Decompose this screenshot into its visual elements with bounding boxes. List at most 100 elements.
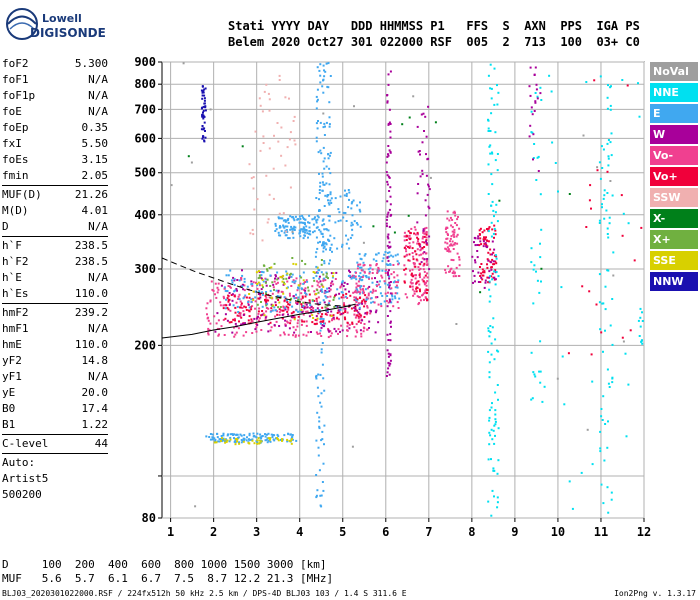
echo-point (226, 319, 229, 322)
echo-point (203, 127, 206, 130)
echo-point (315, 236, 318, 239)
echo-point (296, 325, 299, 328)
echo-point (314, 318, 317, 321)
echo-point (421, 294, 423, 297)
echo-point (298, 232, 301, 235)
echo-point (538, 370, 541, 373)
echo-point (204, 109, 207, 112)
echo-point (273, 324, 276, 327)
echo-point (425, 231, 428, 234)
echo-point (242, 288, 245, 291)
echo-point (539, 86, 542, 89)
echo-point (227, 300, 230, 303)
echo-point (295, 277, 298, 280)
echo-point (491, 152, 494, 155)
echo-point (273, 434, 276, 437)
y-tick-label: 80 (142, 511, 156, 525)
echo-point (423, 283, 426, 286)
echo-point (232, 434, 235, 436)
echo-point (404, 267, 407, 270)
echo-point (208, 329, 211, 332)
echo-point (388, 364, 391, 367)
echo-point (328, 320, 331, 323)
echo-point (477, 271, 480, 274)
echo-point (319, 81, 322, 84)
echo-point (387, 237, 390, 240)
echo-point (242, 310, 245, 313)
echo-point (380, 274, 383, 277)
echo-point (278, 314, 281, 316)
echo-point (425, 233, 428, 236)
echo-point (491, 228, 494, 231)
echo-point (325, 275, 328, 278)
echo-point (387, 367, 390, 370)
echo-point (532, 371, 535, 374)
echo-point (370, 297, 373, 300)
echo-point (322, 250, 325, 253)
echo-point (255, 281, 257, 284)
echo-point (385, 268, 388, 271)
param-label: Artist5 (2, 472, 49, 485)
echo-point (327, 153, 330, 156)
echo-point (258, 97, 261, 100)
echo-point (387, 211, 390, 214)
echo-point (454, 275, 457, 278)
echo-point (261, 239, 264, 242)
echo-point (602, 395, 605, 398)
echo-point (218, 333, 220, 336)
echo-point (223, 438, 226, 441)
echo-point (367, 294, 370, 297)
echo-point (270, 296, 273, 299)
echo-point (446, 242, 449, 245)
echo-point (236, 305, 239, 308)
echo-point (233, 278, 236, 281)
echo-point (453, 228, 456, 231)
param-value: 3.15 (81, 153, 109, 166)
echo-point (493, 270, 496, 273)
echo-point (323, 260, 326, 263)
echo-point (213, 441, 216, 444)
echo-point (227, 433, 229, 436)
echo-point (420, 253, 423, 256)
echo-point (494, 283, 497, 286)
echo-point (203, 99, 206, 102)
echo-point (307, 221, 309, 224)
echo-point (258, 290, 261, 293)
echo-point (315, 219, 318, 222)
echo-point (316, 411, 319, 414)
echo-point (488, 361, 491, 364)
echo-point (274, 309, 277, 312)
echo-point (288, 439, 291, 442)
echo-point (490, 458, 492, 461)
echo-point (266, 269, 269, 272)
param-value: 4.01 (81, 204, 109, 217)
echo-point (366, 306, 369, 309)
echo-point (396, 286, 399, 289)
echo-point (241, 306, 244, 309)
echo-point (489, 253, 492, 256)
header-labels: Stati YYYY DAY DDD HHMMSS P1 FFS S AXN P… (228, 19, 640, 33)
echo-point (260, 314, 263, 317)
echo-point (362, 241, 365, 244)
echo-point (277, 435, 280, 438)
echo-point (316, 214, 319, 217)
echo-point (447, 249, 450, 252)
param-value: N/A (88, 89, 108, 102)
echo-point (640, 226, 643, 229)
echo-point (371, 291, 374, 294)
echo-point (337, 318, 340, 321)
echo-point (259, 149, 262, 152)
echo-point (474, 280, 476, 283)
echo-point (312, 307, 315, 309)
echo-point (290, 438, 293, 441)
echo-point (322, 489, 325, 492)
param-label: hmF1 (2, 322, 29, 335)
echo-point (599, 450, 602, 453)
echo-point (256, 283, 259, 285)
echo-point (496, 501, 499, 504)
echo-point (229, 269, 232, 272)
echo-point (266, 221, 269, 224)
echo-point (392, 305, 395, 308)
echo-point (529, 124, 532, 127)
echo-point (235, 301, 238, 304)
